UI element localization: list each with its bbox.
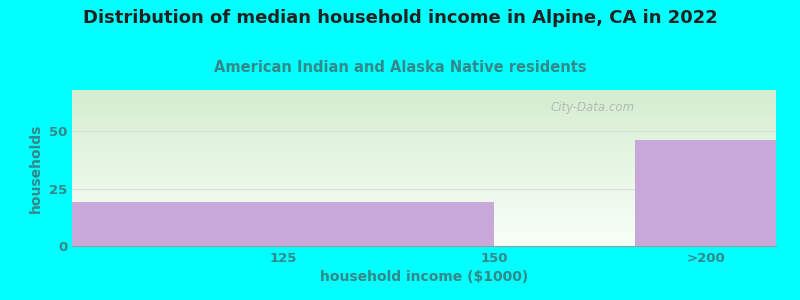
Text: Distribution of median household income in Alpine, CA in 2022: Distribution of median household income … <box>82 9 718 27</box>
Y-axis label: households: households <box>30 123 43 213</box>
Text: American Indian and Alaska Native residents: American Indian and Alaska Native reside… <box>214 60 586 75</box>
Bar <box>72 202 494 246</box>
Text: City-Data.com: City-Data.com <box>550 101 635 114</box>
Bar <box>635 140 776 246</box>
X-axis label: household income ($1000): household income ($1000) <box>320 270 528 284</box>
